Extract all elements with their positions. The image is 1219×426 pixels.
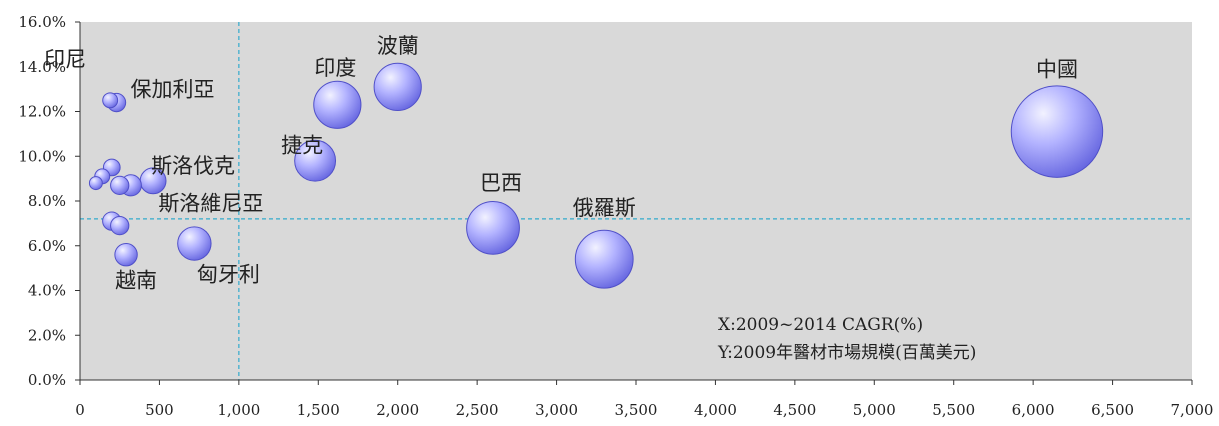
x-tick-label: 2,500 — [456, 401, 499, 419]
reference-lines — [80, 22, 1192, 380]
bubble-label: 中國 — [1036, 58, 1078, 82]
bubble — [114, 243, 138, 267]
y-tick-label: 0.0% — [28, 371, 66, 389]
bubble — [466, 200, 520, 255]
bubble — [110, 175, 130, 195]
x-tick-label: 6,000 — [1012, 401, 1055, 419]
bubble-label: 波蘭 — [377, 34, 419, 58]
y-axis-ticks: 0.0% 2.0% 4.0% 6.0% 8.0% 10.0% 12.0% 14.0% 16.0% — [18, 13, 80, 389]
x-tick-label: 1,500 — [297, 401, 340, 419]
bubbles — [88, 62, 1104, 289]
bubble — [294, 139, 337, 182]
bubble — [574, 229, 634, 289]
x-tick-label: 6,500 — [1091, 401, 1134, 419]
annotation-x-note: X:2009~2014 CAGR(%) — [718, 315, 923, 335]
bubble-label: 匈牙利 — [197, 263, 260, 287]
y-tick-label: 2.0% — [28, 326, 66, 344]
bubble-label: 印尼 — [44, 47, 86, 71]
bubble — [373, 62, 422, 111]
x-tick-label: 4,500 — [773, 401, 816, 419]
bubble-label: 斯洛維尼亞 — [158, 191, 263, 215]
annotation-block: X:2009~2014 CAGR(%) Y:2009年醫材市場規模(百萬美元) — [717, 315, 976, 363]
bubble — [313, 80, 362, 129]
y-tick-label: 12.0% — [18, 103, 66, 121]
x-tick-label: 7,000 — [1171, 401, 1214, 419]
bubble-label: 保加利亞 — [131, 78, 215, 102]
x-axis-ticks: 0 500 1,000 1,500 2,000 2,500 3,000 3,500 4,000 4… — [75, 380, 1213, 419]
bubble-label: 捷克 — [281, 134, 323, 158]
y-tick-label: 8.0% — [28, 192, 66, 210]
x-tick-label: 5,000 — [853, 401, 896, 419]
x-tick-label: 500 — [145, 401, 174, 419]
x-tick-label: 2,000 — [376, 401, 419, 419]
plot-area — [80, 22, 1192, 380]
x-tick-label: 0 — [75, 401, 85, 419]
bubble — [1010, 85, 1104, 178]
x-tick-label: 4,000 — [694, 401, 737, 419]
bubble — [110, 215, 130, 236]
bubble — [177, 226, 212, 261]
x-tick-label: 3,000 — [535, 401, 578, 419]
y-tick-label: 10.0% — [18, 147, 66, 165]
annotation-y-note: Y:2009年醫材市場規模(百萬美元) — [717, 343, 976, 363]
bubble-label: 越南 — [115, 269, 157, 293]
bubble — [102, 92, 119, 109]
y-tick-label: 4.0% — [28, 282, 66, 300]
bubble-label: 巴西 — [480, 171, 522, 195]
x-tick-label: 5,500 — [932, 401, 975, 419]
bubble-label: 俄羅斯 — [573, 196, 636, 220]
bubble — [88, 176, 103, 191]
y-tick-label: 6.0% — [28, 237, 66, 255]
bubble-label: 印度 — [314, 56, 356, 80]
bubble-label: 斯洛伐克 — [151, 154, 235, 178]
y-tick-label: 14.0% — [18, 58, 66, 76]
x-tick-label: 3,500 — [615, 401, 658, 419]
x-tick-label: 1,000 — [217, 401, 260, 419]
y-tick-label: 16.0% — [18, 13, 66, 31]
